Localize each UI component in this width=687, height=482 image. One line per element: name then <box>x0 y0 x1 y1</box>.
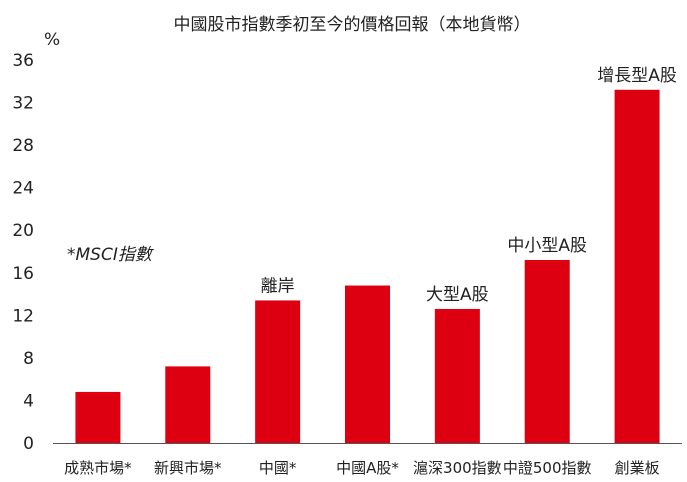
y-tick-label: 28 <box>12 136 34 156</box>
bar-annotation: 中小型A股 <box>507 236 587 256</box>
bar <box>614 89 660 444</box>
x-tick-label: 中證500指數 <box>503 459 592 477</box>
y-tick-label: 4 <box>23 391 34 411</box>
bar-annotations: 離岸 大型A股 中小型A股 增長型A股 <box>261 66 677 305</box>
bar-annotation: 增長型A股 <box>597 66 677 86</box>
x-tick-label: 新興市場* <box>154 459 222 477</box>
chart-note: *MSCI指數 <box>67 245 154 265</box>
y-tick-label: 24 <box>12 179 34 199</box>
chart-title: 中國股市指數季初至今的價格回報（本地貨幣） <box>174 15 531 35</box>
y-tick-label: 32 <box>12 94 34 114</box>
x-tick-label: 中國A股* <box>336 459 399 477</box>
bars <box>75 89 660 444</box>
y-tick-label: 12 <box>12 306 34 326</box>
x-axis: 成熟市場* 新興市場* 中國* 中國A股* 滬深300指數 中證500指數 創業板 <box>64 459 659 477</box>
x-tick-label: 滬深300指數 <box>413 459 502 477</box>
bar <box>524 260 570 443</box>
y-tick-label: 8 <box>23 349 34 369</box>
bar <box>345 285 390 443</box>
y-tick-label: 20 <box>12 221 34 241</box>
bar-annotation: 離岸 <box>261 276 295 296</box>
bar <box>255 300 301 443</box>
x-tick-label: 成熟市場* <box>64 459 132 477</box>
y-tick-label: 36 <box>12 51 34 71</box>
y-tick-label: 16 <box>12 264 34 284</box>
x-tick-label: 創業板 <box>615 459 660 477</box>
y-tick-label: 0 <box>23 434 34 454</box>
bar <box>165 366 211 443</box>
bar <box>75 391 121 443</box>
x-tick-label: 中國* <box>259 459 297 477</box>
y-axis-unit: % <box>44 30 60 50</box>
bar <box>434 308 480 443</box>
bar-annotation: 大型A股 <box>426 285 489 305</box>
y-axis: 0 4 8 12 16 20 24 28 32 36 <box>12 51 34 454</box>
